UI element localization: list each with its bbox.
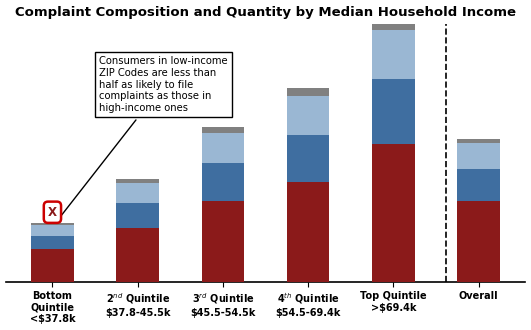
Bar xyxy=(31,223,74,225)
Bar xyxy=(287,135,329,182)
Bar xyxy=(372,79,415,144)
Bar xyxy=(202,163,244,201)
Bar xyxy=(116,228,159,281)
Title: Complaint Composition and Quantity by Median Household Income: Complaint Composition and Quantity by Me… xyxy=(15,6,516,18)
Bar xyxy=(372,30,415,79)
Bar xyxy=(372,144,415,281)
Text: 2.3X: 2.3X xyxy=(0,329,1,330)
Bar xyxy=(457,201,500,281)
Bar xyxy=(372,17,415,30)
Bar xyxy=(202,133,244,163)
Bar xyxy=(457,139,500,143)
Text: X: X xyxy=(48,206,57,219)
Text: Consumers in low-income
ZIP Codes are less than
half as likely to file
complaint: Consumers in low-income ZIP Codes are le… xyxy=(57,56,228,221)
Bar xyxy=(31,225,74,236)
Bar xyxy=(202,127,244,133)
Bar xyxy=(116,179,159,183)
Bar xyxy=(31,236,74,249)
Bar xyxy=(116,203,159,228)
Bar xyxy=(287,88,329,96)
Bar xyxy=(116,183,159,203)
Bar xyxy=(287,182,329,281)
Bar xyxy=(457,143,500,169)
Bar xyxy=(457,169,500,201)
Bar xyxy=(202,201,244,281)
Bar xyxy=(31,249,74,281)
Bar xyxy=(287,96,329,135)
